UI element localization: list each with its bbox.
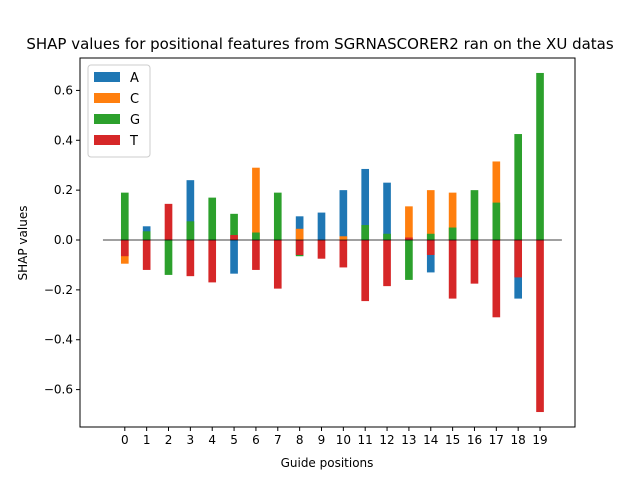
x-tick-label: 7 (274, 433, 282, 447)
bar-T-3 (186, 240, 195, 277)
legend-label-A: A (130, 71, 139, 86)
bar-T-9 (317, 240, 326, 259)
bar-A-3 (186, 180, 195, 241)
bar-G-12 (383, 233, 391, 241)
x-tick-label: 5 (230, 433, 238, 447)
bars-group (120, 72, 544, 413)
x-axis: 0 1 2 3 4 5 6 7 8 9 10 11 12 13 14 15 16 17 18 19 (121, 427, 548, 447)
x-tick-label: 8 (296, 433, 304, 447)
bar-T-12 (383, 240, 391, 287)
bar-G-6 (252, 232, 260, 241)
legend-label-G: G (130, 113, 140, 128)
y-tick-label: −0.4 (44, 333, 73, 347)
legend-label-C: C (130, 92, 139, 107)
bar-T-16 (470, 240, 479, 284)
x-tick-label: 2 (165, 433, 173, 447)
bar-T-4 (208, 240, 217, 283)
bar-T-0 (120, 240, 129, 257)
x-tick-label: 12 (379, 433, 394, 447)
bar-T-7 (273, 240, 282, 289)
bar-T-5 (230, 235, 238, 241)
x-axis-label: Guide positions (281, 456, 374, 470)
x-tick-label: 16 (467, 433, 482, 447)
bar-G-19 (536, 72, 544, 241)
legend-swatch-T (94, 135, 120, 145)
y-tick-label: 0.6 (54, 83, 73, 97)
bar-C-6 (252, 167, 260, 241)
y-tick-label: 0.0 (54, 233, 73, 247)
y-tick-label: 0.4 (54, 133, 73, 147)
x-tick-label: 6 (252, 433, 260, 447)
x-tick-label: 19 (532, 433, 547, 447)
chart-title: SHAP values for positional features from… (26, 35, 614, 53)
y-tick-label: −0.6 (44, 383, 73, 397)
x-tick-label: 14 (423, 433, 438, 447)
legend-swatch-G (94, 114, 120, 124)
bar-G-7 (273, 192, 282, 241)
bar-T-2 (164, 203, 173, 241)
bar-A-12 (383, 182, 391, 241)
bar-G-1 (142, 231, 151, 241)
plot-frame (79, 57, 576, 428)
legend-label-T: T (129, 134, 138, 149)
bar-G-18 (514, 134, 523, 241)
bar-T-8 (295, 240, 304, 255)
bar-T-13 (405, 237, 413, 241)
bar-G-11 (361, 225, 370, 241)
x-tick-label: 18 (511, 433, 526, 447)
x-tick-label: 0 (121, 433, 129, 447)
bar-T-1 (142, 240, 151, 270)
bar-A-5 (230, 240, 238, 274)
bar-T-15 (448, 240, 457, 299)
bar-T-18 (514, 240, 523, 278)
x-tick-label: 1 (143, 433, 151, 447)
y-tick-label: 0.2 (54, 183, 73, 197)
bar-T-14 (426, 240, 435, 255)
bar-G-17 (492, 202, 501, 241)
x-tick-label: 13 (401, 433, 416, 447)
bar-T-11 (361, 240, 370, 302)
legend-box (87, 64, 151, 158)
bar-A-8 (295, 216, 304, 241)
x-tick-label: 15 (445, 433, 460, 447)
bar-A-9 (317, 212, 326, 241)
bar-C-14 (426, 190, 435, 241)
bar-C-13 (405, 206, 413, 241)
bar-G-16 (470, 190, 479, 241)
y-tick-label: −0.2 (44, 283, 73, 297)
bar-G-14 (426, 233, 435, 241)
bar-C-17 (492, 161, 501, 241)
x-tick-label: 11 (358, 433, 373, 447)
bar-G-13 (405, 240, 413, 280)
bar-C-10 (339, 236, 348, 241)
bar-T-6 (252, 240, 260, 270)
bar-A-11 (361, 168, 370, 241)
bar-G-5 (230, 213, 238, 241)
bar-G-4 (208, 197, 217, 241)
bar-A-10 (339, 190, 348, 241)
x-tick-label: 3 (187, 433, 195, 447)
bar-G-3 (186, 221, 195, 241)
y-axis: −0.6 −0.4 −0.2 0.0 0.2 0.4 0.6 (44, 83, 80, 397)
bar-T-17 (492, 240, 501, 318)
bar-T-19 (536, 240, 544, 413)
x-tick-label: 9 (318, 433, 326, 447)
x-tick-label: 17 (489, 433, 504, 447)
legend-swatch-C (94, 93, 120, 103)
bar-G-0 (120, 192, 129, 241)
y-axis-label: SHAP values (16, 206, 30, 281)
bar-G-15 (448, 227, 457, 241)
bar-C-15 (448, 192, 457, 241)
x-tick-label: 10 (336, 433, 351, 447)
bar-C-8 (295, 228, 304, 241)
bar-T-10 (339, 240, 348, 268)
bar-A-14 (426, 240, 435, 273)
x-tick-label: 4 (208, 433, 216, 447)
bar-G-2 (164, 240, 173, 275)
legend-swatch-A (94, 72, 120, 82)
